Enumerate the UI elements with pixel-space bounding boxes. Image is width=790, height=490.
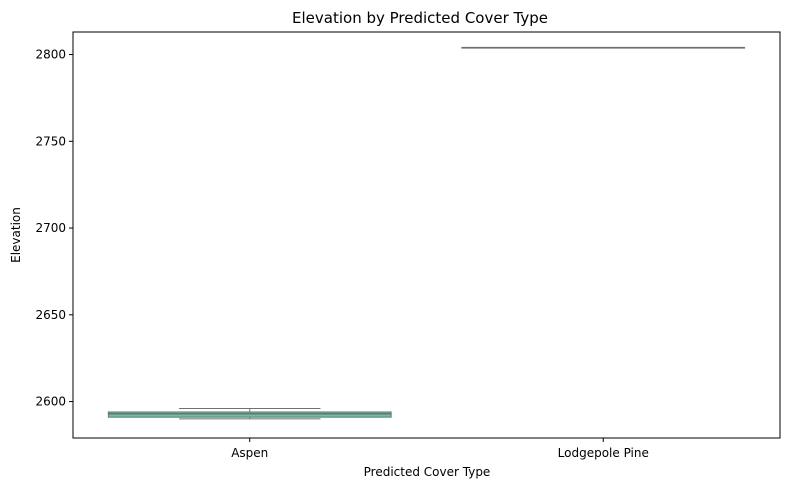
x-axis-label: Predicted Cover Type [364, 465, 491, 479]
box-lodgepole-pine [461, 46, 746, 49]
y-tick-label-2750: 2750 [35, 134, 66, 148]
x-tick-label-lodgepole-pine: Lodgepole Pine [558, 446, 649, 460]
y-tick-label-2600: 2600 [35, 395, 66, 409]
y-tick-label-2800: 2800 [35, 48, 66, 62]
plot-area [107, 46, 746, 420]
y-axis-label: Elevation [9, 207, 23, 263]
box-aspen [107, 408, 392, 420]
axes-frame [72, 31, 781, 439]
y-tick-label-2650: 2650 [35, 308, 66, 322]
chart-title: Elevation by Predicted Cover Type [292, 9, 548, 27]
box-body-aspen [107, 411, 392, 418]
y-tick-label-2700: 2700 [35, 221, 66, 235]
x-tick-label-aspen: Aspen [231, 446, 268, 460]
